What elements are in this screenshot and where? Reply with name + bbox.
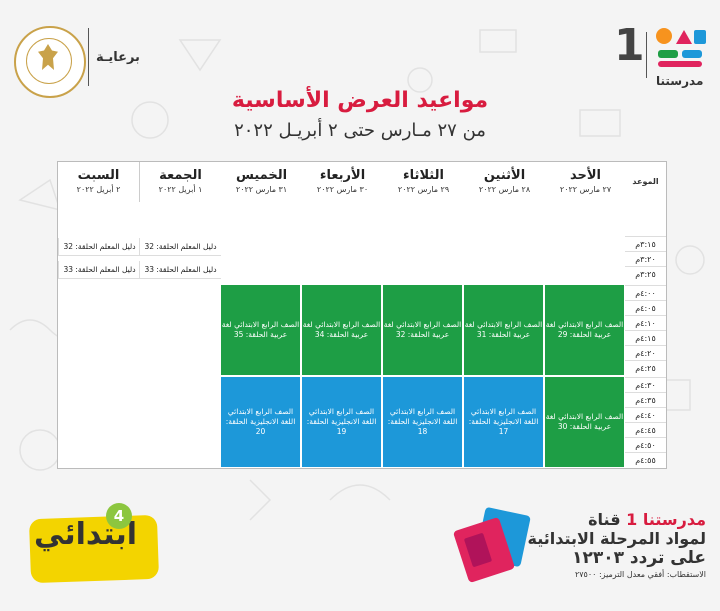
time-slot: ٣:١٥م bbox=[625, 236, 666, 252]
time-column-header: الموعد bbox=[632, 177, 659, 186]
time-slot: ٤:٣٠م bbox=[625, 377, 666, 393]
lesson-block-thu-english: الصف الرابع الابتدائي اللغة الانجليزية ا… bbox=[220, 376, 301, 468]
day-date: ٢٧ مارس ٢٠٢٢ bbox=[559, 185, 612, 194]
time-slot: ٤:١٥م bbox=[625, 330, 666, 346]
day-header-tue: الثلاثاء ٢٩ مارس ٢٠٢٢ bbox=[382, 162, 464, 202]
lesson-block-tue-arabic: الصف الرابع الابتدائي لغة عربية الحلقة: … bbox=[382, 284, 463, 376]
guide-cell-fri-2: دليل المعلم الحلقة: 33 bbox=[139, 261, 221, 279]
brand-divider bbox=[646, 32, 647, 78]
day-header-thu: الخميس ٣١ مارس ٢٠٢٢ bbox=[220, 162, 302, 202]
time-slot: ٤:٢٥م bbox=[625, 360, 666, 376]
time-slot: ٣:٢٥م bbox=[625, 266, 666, 282]
schedule-table: الموعد الأحد ٢٧ مارس ٢٠٢٢ الأثنين ٢٨ مار… bbox=[57, 161, 667, 469]
time-slot: ٤:٣٥م bbox=[625, 392, 666, 408]
time-slot: ٤:٥٠م bbox=[625, 437, 666, 453]
day-header-fri: الجمعة ١ أبريل ٢٠٢٢ bbox=[139, 162, 221, 202]
day-date: ٢ أبريل ٢٠٢٢ bbox=[76, 185, 121, 194]
day-date: ٣٠ مارس ٢٠٢٢ bbox=[316, 185, 369, 194]
time-slot: ٣:٢٠م bbox=[625, 251, 666, 267]
time-slot: ٤:٠٠م bbox=[625, 285, 666, 301]
channel-line-2: لمواد المرحلة الابتدائية bbox=[527, 529, 706, 548]
day-date: ٢٨ مارس ٢٠٢٢ bbox=[478, 185, 531, 194]
channel-prefix: قناة bbox=[588, 510, 621, 529]
lesson-block-wed-english: الصف الرابع الابتدائي اللغة الانجليزية ا… bbox=[301, 376, 382, 468]
day-date: ٣١ مارس ٢٠٢٢ bbox=[235, 185, 288, 194]
channel-frequency: على تردد ١٢٣٠٣ bbox=[572, 548, 706, 568]
time-slot: ٤:٤٥م bbox=[625, 422, 666, 438]
lesson-block-tue-english: الصف الرابع الابتدائي اللغة الانجليزية ا… bbox=[382, 376, 463, 468]
guide-cell-sat-2: دليل المعلم الحلقة: 33 bbox=[58, 261, 140, 279]
time-slot: ٤:٠٥م bbox=[625, 300, 666, 316]
day-header-mon: الأثنين ٢٨ مارس ٢٠٢٢ bbox=[463, 162, 545, 202]
day-name: الخميس bbox=[235, 168, 288, 183]
day-date: ١ أبريل ٢٠٢٢ bbox=[158, 185, 203, 194]
sponsor-label: برعايـة bbox=[96, 50, 140, 65]
grade-badge-number: 4 bbox=[106, 503, 132, 529]
day-header-sat: السبت ٢ أبريل ٢٠٢٢ bbox=[58, 162, 139, 202]
day-header-wed: الأربعاء ٣٠ مارس ٢٠٢٢ bbox=[301, 162, 383, 202]
ministry-seal-logo bbox=[14, 26, 86, 98]
lesson-block-mon-arabic: الصف الرابع الابتدائي لغة عربية الحلقة: … bbox=[463, 284, 544, 376]
lesson-block-wed-arabic: الصف الرابع الابتدائي لغة عربية الحلقة: … bbox=[301, 284, 382, 376]
books-icon bbox=[453, 507, 531, 583]
brand-name: مدرستنا bbox=[656, 74, 704, 88]
day-date: ٢٩ مارس ٢٠٢٢ bbox=[397, 185, 450, 194]
guide-cell-fri-1: دليل المعلم الحلقة: 32 bbox=[139, 238, 221, 256]
page-title: مواعيد العرض الأساسية bbox=[231, 88, 489, 113]
channel-polarization: الاستقطاب: أفقي معدل الترميز: ٢٧٥٠٠ bbox=[574, 570, 706, 579]
channel-name: مدرستنا 1 bbox=[626, 510, 706, 529]
time-slot: ٤:٢٠م bbox=[625, 345, 666, 361]
brand-number: 1 bbox=[614, 20, 645, 71]
day-name: الأحد bbox=[569, 168, 601, 183]
header-divider bbox=[88, 28, 89, 86]
day-name: الثلاثاء bbox=[403, 168, 444, 183]
guide-cell-sat-1: دليل المعلم الحلقة: 32 bbox=[58, 238, 140, 256]
day-name: الأربعاء bbox=[319, 168, 366, 183]
page-subtitle: من ٢٧ مـارس حتى ٢ أبريـل ٢٠٢٢ bbox=[234, 120, 486, 141]
time-slot: ٤:٥٥م bbox=[625, 452, 666, 468]
lesson-block-sun-arabic-2: الصف الرابع الابتدائي لغة عربية الحلقة: … bbox=[544, 376, 625, 468]
day-name: السبت bbox=[77, 168, 120, 183]
day-name: الأثنين bbox=[483, 168, 526, 183]
lesson-block-thu-arabic: الصف الرابع الابتدائي لغة عربية الحلقة: … bbox=[220, 284, 301, 376]
grade-badge: ابتدائي 4 bbox=[16, 503, 160, 584]
lesson-block-sun-arabic: الصف الرابع الابتدائي لغة عربية الحلقة: … bbox=[544, 284, 625, 376]
channel-title: مدرستنا 1 قناة bbox=[528, 510, 706, 529]
time-slot: ٤:٤٠م bbox=[625, 407, 666, 423]
channel-info: مدرستنا 1 قناة لمواد المرحلة الابتدائية … bbox=[528, 510, 706, 579]
day-name: الجمعة bbox=[159, 168, 202, 183]
madrasetna-brand-logo: 1 مدرستنا bbox=[612, 20, 708, 96]
time-slot: ٤:١٠م bbox=[625, 315, 666, 331]
day-header-sun: الأحد ٢٧ مارس ٢٠٢٢ bbox=[544, 162, 626, 202]
brand-shapes-icon bbox=[656, 28, 706, 67]
lesson-block-mon-english: الصف الرابع الابتدائي اللغة الانجليزية ا… bbox=[463, 376, 544, 468]
